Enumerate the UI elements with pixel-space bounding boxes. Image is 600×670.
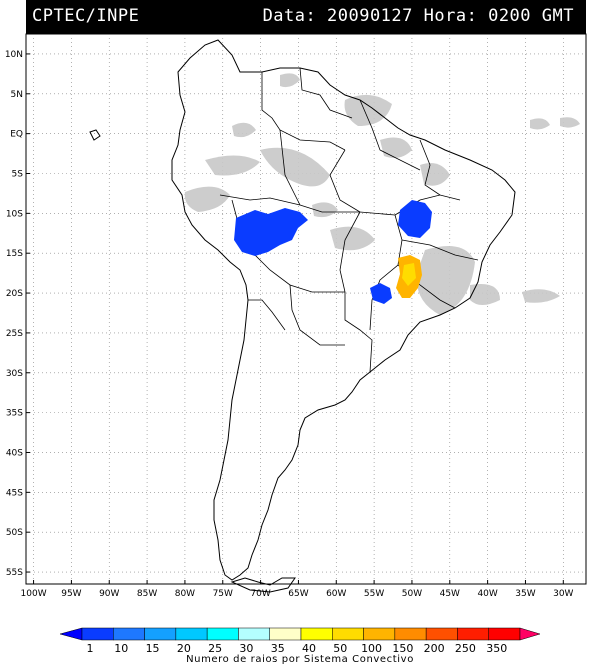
lat-label: 40S — [6, 448, 23, 458]
legend-swatch — [394, 627, 427, 641]
legend-label: 10 — [114, 642, 128, 655]
system-tocantins — [398, 200, 432, 238]
legend-label: 250 — [455, 642, 476, 655]
lat-label: 45S — [6, 488, 23, 498]
lat-label: 10S — [6, 209, 23, 219]
legend-label: 35 — [271, 642, 285, 655]
legend-label: 1 — [87, 642, 94, 655]
legend-label: 25 — [208, 642, 222, 655]
system-ms — [370, 283, 392, 304]
legend-label: 15 — [146, 642, 160, 655]
legend-swatch — [425, 627, 458, 641]
longitude-labels: 100W 95W 90W 85W 80W 75W 70W 65W 60W 55W 50W 45W 40W… — [21, 589, 574, 599]
lat-label: 55S — [6, 568, 23, 578]
lat-label: 25S — [6, 329, 23, 339]
agency-label: CPTEC/INPE — [32, 6, 140, 26]
legend-arrow-right — [519, 627, 541, 641]
lon-label: 80W — [175, 589, 195, 599]
date-value: 20090127 — [327, 6, 413, 26]
lon-label: 70W — [250, 589, 270, 599]
legend-label: 40 — [302, 642, 316, 655]
time-value: 0200 — [488, 6, 532, 26]
legend-swatch — [144, 627, 177, 641]
legend-swatch — [332, 627, 364, 641]
legend-swatch — [363, 627, 396, 641]
lon-label: 100W — [21, 589, 47, 599]
lon-label: 60W — [326, 589, 346, 599]
coastline — [89, 39, 516, 593]
convective-systems — [234, 200, 432, 304]
lat-label: EQ — [10, 130, 23, 140]
lon-label: 30W — [553, 589, 573, 599]
timezone: GMT — [541, 6, 574, 26]
legend-title: Numero de raios por Sistema Convectivo — [186, 654, 414, 665]
lat-label: 5N — [11, 90, 23, 100]
lon-label: 50W — [402, 589, 422, 599]
lat-label: 50S — [6, 528, 23, 538]
legend-swatch — [457, 627, 489, 641]
legend-label: 30 — [239, 642, 253, 655]
legend-swatch — [269, 627, 302, 641]
lat-label: 5S — [12, 169, 24, 179]
legend-swatch — [113, 627, 145, 641]
lon-label: 45W — [440, 589, 460, 599]
legend-swatch — [238, 627, 270, 641]
lon-label: 85W — [137, 589, 157, 599]
header-bar: CPTEC/INPE Data: 20090127 Hora: 0200 GMT — [26, 0, 586, 34]
legend-arrow-left — [59, 627, 83, 641]
lon-label: 35W — [515, 589, 535, 599]
lat-label: 15S — [6, 249, 23, 259]
legend-label: 200 — [424, 642, 445, 655]
lon-label: 55W — [364, 589, 384, 599]
lon-label: 65W — [288, 589, 308, 599]
legend-colorbar — [59, 627, 541, 641]
time-label: Hora: — [423, 6, 478, 26]
latitude-labels: 10N 5N EQ 5S 10S 15S 20S 25S 30S 35S 40S 45S 50S 55S — [5, 50, 23, 578]
legend-swatch — [488, 627, 521, 641]
legend-labels: 1 10 15 20 25 30 35 40 50 100 150 200 250 350 — [87, 642, 508, 655]
lon-label: 40W — [477, 589, 497, 599]
map-frame — [25, 33, 587, 585]
legend-label: 150 — [392, 642, 413, 655]
legend-swatch — [206, 627, 239, 641]
legend-label: 50 — [333, 642, 347, 655]
legend-swatch — [81, 627, 114, 641]
legend-label: 20 — [177, 642, 191, 655]
legend-swatch — [300, 627, 333, 641]
lat-label: 20S — [6, 289, 23, 299]
system-bolivia — [234, 208, 308, 256]
timestamp: Data: 20090127 Hora: 0200 GMT — [263, 6, 574, 26]
lon-label: 75W — [213, 589, 233, 599]
lat-label: 30S — [6, 369, 23, 379]
legend-label: 100 — [361, 642, 382, 655]
cloud-cover — [184, 73, 580, 315]
lat-label: 35S — [6, 409, 23, 419]
legend-label: 350 — [486, 642, 507, 655]
lat-label: 10N — [5, 50, 23, 60]
lon-label: 90W — [99, 589, 119, 599]
lon-label: 95W — [61, 589, 81, 599]
system-mg-core — [402, 263, 416, 286]
legend-swatch — [175, 627, 208, 641]
date-label: Data: — [262, 6, 317, 26]
